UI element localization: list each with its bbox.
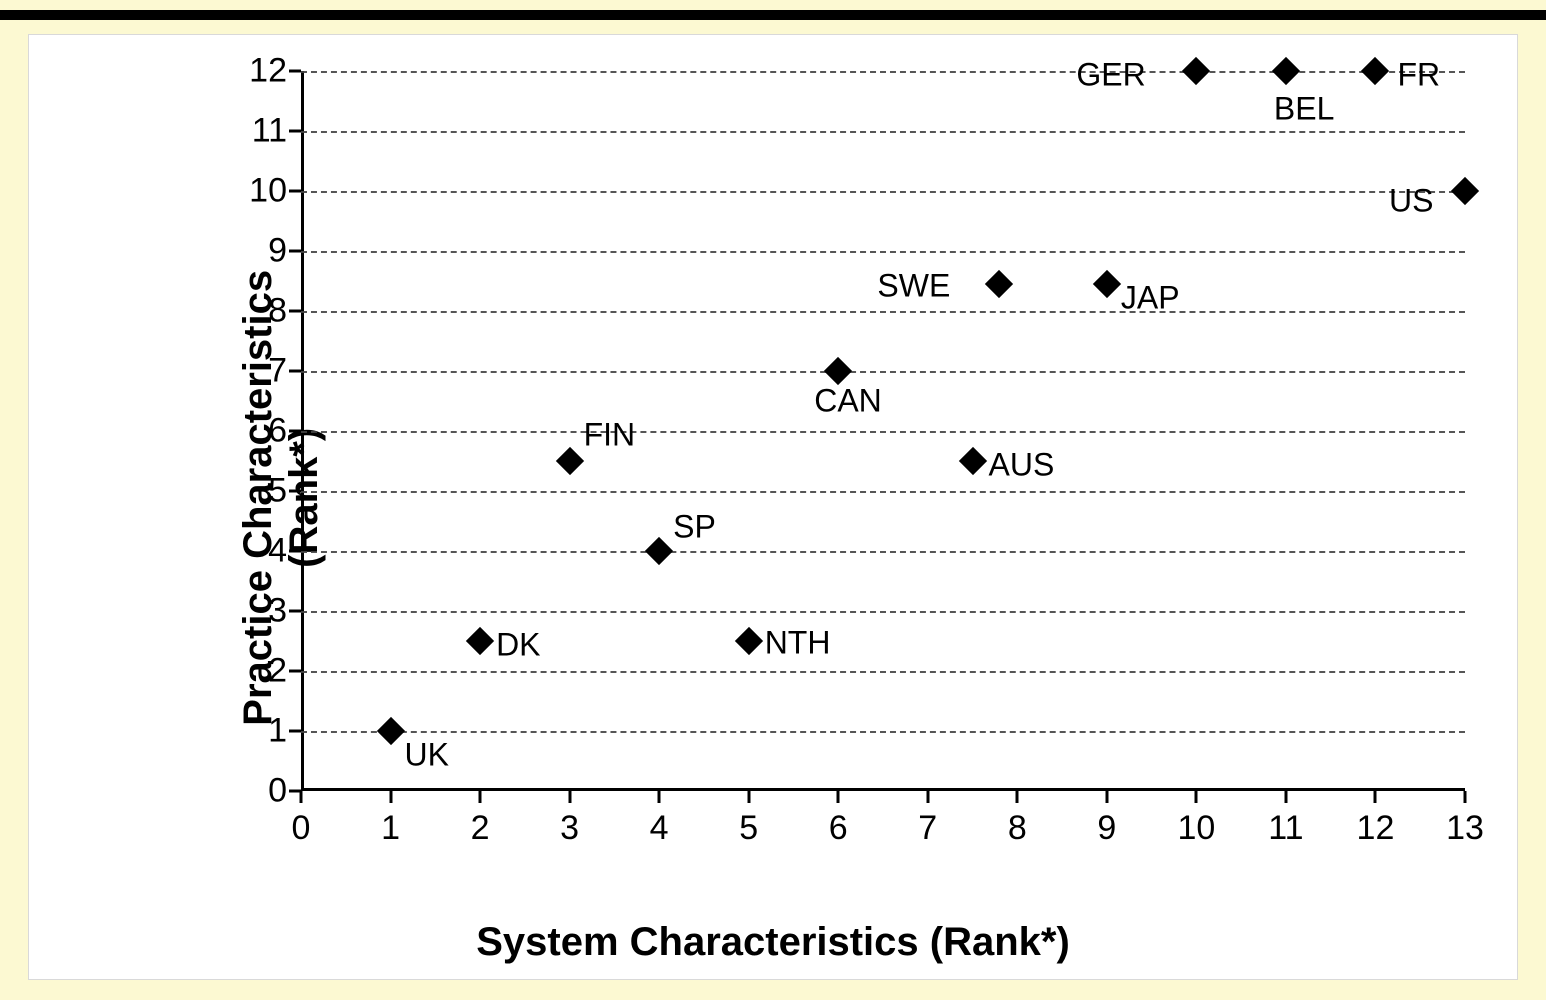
gridline-y [301,431,1465,433]
data-point-label: GER [1076,57,1145,94]
tick-mark-x [479,791,482,803]
data-point [1093,270,1121,298]
tick-label-x: 6 [829,809,848,848]
data-point [645,537,673,565]
tick-mark-y [289,490,301,493]
tick-mark-x [389,791,392,803]
x-axis-line [301,788,1465,791]
data-point-label: AUS [989,447,1055,484]
tick-label-x: 3 [560,809,579,848]
tick-label-x: 9 [1097,809,1116,848]
tick-mark-x [300,791,303,803]
data-point-label: UK [405,737,449,774]
data-point [555,447,583,475]
gridline-y [301,131,1465,133]
tick-label-x: 12 [1357,809,1395,848]
tick-label-y: 6 [268,412,287,451]
tick-label-y: 4 [268,532,287,571]
data-point [376,717,404,745]
tick-mark-x [926,791,929,803]
tick-mark-y [289,730,301,733]
gridline-y [301,491,1465,493]
tick-label-y: 0 [268,772,287,811]
tick-label-y: 1 [268,712,287,751]
tick-mark-x [1464,791,1467,803]
data-point [735,627,763,655]
tick-label-x: 11 [1268,809,1303,848]
tick-mark-y [289,250,301,253]
data-point-label: FR [1397,57,1440,94]
tick-mark-x [837,791,840,803]
tick-label-x: 5 [739,809,758,848]
gridline-y [301,251,1465,253]
chart-panel: Practice Characteristics (Rank*) System … [28,34,1518,980]
gridline-y [301,551,1465,553]
tick-mark-x [568,791,571,803]
data-point [958,447,986,475]
data-point [824,357,852,385]
data-point [466,627,494,655]
tick-label-y: 11 [252,112,287,151]
gridline-y [301,611,1465,613]
tick-mark-y [289,310,301,313]
tick-mark-x [747,791,750,803]
data-point [1272,57,1300,85]
tick-label-y: 9 [268,232,287,271]
tick-mark-y [289,430,301,433]
data-point [1451,177,1479,205]
gridline-y [301,311,1465,313]
tick-mark-x [658,791,661,803]
tick-label-x: 1 [381,809,400,848]
tick-mark-x [1284,791,1287,803]
data-point-label: DK [496,627,540,664]
tick-label-x: 13 [1446,809,1484,848]
tick-mark-y [289,370,301,373]
tick-label-x: 8 [1008,809,1027,848]
tick-label-y: 7 [268,352,287,391]
data-point [1361,57,1389,85]
tick-label-x: 4 [650,809,669,848]
tick-label-y: 2 [268,652,287,691]
gridline-y [301,731,1465,733]
data-point [985,270,1013,298]
tick-label-y: 5 [268,472,287,511]
data-point-label: SP [673,509,716,546]
tick-mark-y [289,130,301,133]
x-axis-title: System Characteristics (Rank*) [29,920,1517,965]
tick-mark-x [1105,791,1108,803]
tick-mark-x [1374,791,1377,803]
tick-label-y: 10 [249,172,287,211]
plot-area: 0123456789101112012345678910111213UKDKFI… [301,71,1465,791]
tick-label-x: 0 [292,809,311,848]
tick-mark-y [289,70,301,73]
data-point-label: CAN [814,383,882,420]
tick-label-y: 12 [249,52,287,91]
outer-frame: Practice Characteristics (Rank*) System … [0,0,1546,1000]
top-rule [0,10,1546,20]
tick-label-y: 8 [268,292,287,331]
tick-mark-y [289,610,301,613]
tick-mark-x [1195,791,1198,803]
data-point-label: NTH [765,625,831,662]
tick-label-x: 2 [471,809,490,848]
tick-label-y: 3 [268,592,287,631]
tick-label-x: 10 [1177,809,1215,848]
data-point-label: FIN [584,417,636,454]
data-point-label: SWE [877,268,950,305]
gridline-y [301,671,1465,673]
data-point-label: JAP [1121,280,1180,317]
data-point-label: BEL [1274,91,1334,128]
tick-mark-y [289,190,301,193]
tick-label-x: 7 [918,809,937,848]
data-point-label: US [1389,183,1433,220]
gridline-y [301,371,1465,373]
tick-mark-y [289,670,301,673]
tick-mark-x [1016,791,1019,803]
data-point [1182,57,1210,85]
tick-mark-y [289,550,301,553]
gridline-y [301,191,1465,193]
